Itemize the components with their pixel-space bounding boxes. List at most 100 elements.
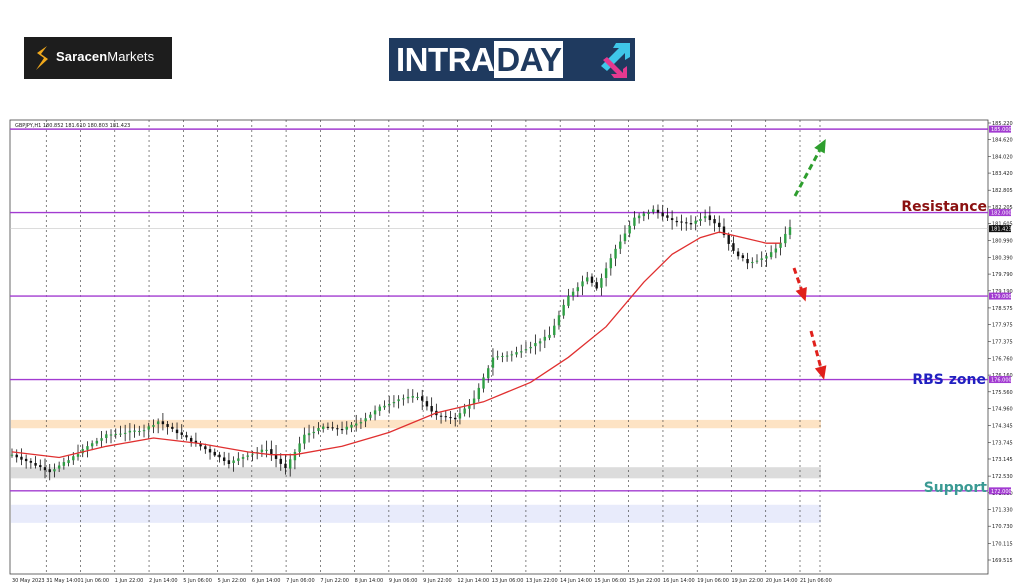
level-tag bbox=[989, 209, 1011, 217]
candle-body bbox=[454, 417, 457, 420]
y-tick-label: 171.330 bbox=[992, 507, 1013, 513]
candle-body bbox=[562, 304, 565, 316]
candle-body bbox=[208, 449, 212, 453]
candle-body bbox=[161, 421, 165, 425]
y-tick-label: 185.220 bbox=[992, 121, 1013, 127]
level-tag-label: 185.000 bbox=[991, 127, 1012, 133]
candle-body bbox=[355, 423, 358, 426]
x-tick-label: 16 Jun 14:00 bbox=[663, 578, 695, 584]
zone-band bbox=[11, 467, 821, 479]
candle-body bbox=[95, 440, 99, 444]
candle-body bbox=[689, 223, 693, 225]
candle-body bbox=[62, 462, 66, 466]
y-tick-label: 182.205 bbox=[992, 205, 1013, 211]
candle-body bbox=[204, 446, 207, 450]
candle-body bbox=[727, 234, 730, 244]
candle-body bbox=[293, 452, 297, 461]
bullish-arrow-head bbox=[814, 138, 826, 154]
candle-body bbox=[29, 460, 33, 463]
level-tag-label: 176.000 bbox=[991, 378, 1012, 384]
candle-body bbox=[34, 463, 37, 466]
candle-body bbox=[708, 215, 712, 221]
candle-body bbox=[284, 463, 287, 469]
candle-body bbox=[185, 435, 188, 438]
x-tick-label: 2 Jun 14:00 bbox=[149, 578, 178, 584]
candle-body bbox=[449, 417, 452, 419]
saracen-s-icon bbox=[36, 46, 48, 70]
y-tick-label: 176.760 bbox=[992, 356, 1013, 362]
candle-body bbox=[24, 458, 28, 462]
candle-body bbox=[345, 426, 348, 430]
x-tick-label: 5 Jun 22:00 bbox=[218, 578, 247, 584]
candle-body bbox=[326, 426, 330, 428]
y-tick-label: 184.020 bbox=[992, 154, 1013, 160]
x-tick-label: 7 Jun 22:00 bbox=[320, 578, 349, 584]
candle-body bbox=[128, 430, 132, 433]
candle-body bbox=[123, 432, 127, 434]
candle-body bbox=[90, 443, 94, 447]
resistance-label: Resistance bbox=[901, 199, 987, 215]
candle-body bbox=[350, 424, 353, 428]
candle-body bbox=[699, 218, 702, 221]
x-tick-label: 8 Jun 14:00 bbox=[355, 578, 384, 584]
candle-body bbox=[524, 349, 528, 351]
candle-body bbox=[571, 291, 575, 297]
candle-body bbox=[237, 458, 240, 461]
level-tag bbox=[989, 487, 1011, 495]
y-tick-label: 173.745 bbox=[992, 440, 1013, 446]
candle-body bbox=[595, 282, 598, 289]
x-tick-label: 6 Jun 14:00 bbox=[252, 578, 281, 584]
candle-body bbox=[138, 431, 141, 433]
candle-body bbox=[567, 295, 570, 306]
candle-body bbox=[364, 418, 367, 422]
x-tick-label: 30 May 2023 bbox=[12, 578, 45, 584]
saracen-logo-text: SaracenMarkets bbox=[56, 49, 155, 64]
y-tick-label: 180.990 bbox=[992, 239, 1013, 245]
candle-body bbox=[491, 357, 495, 368]
candle-body bbox=[548, 334, 551, 338]
candle-body bbox=[590, 276, 594, 283]
candle-body bbox=[152, 425, 155, 427]
candle-body bbox=[515, 352, 518, 355]
plot-frame bbox=[9, 119, 989, 575]
x-tick-label: 20 Jun 14:00 bbox=[766, 578, 798, 584]
level-tag bbox=[989, 292, 1011, 300]
x-tick-label: 5 Jun 06:00 bbox=[183, 578, 212, 584]
level-tag bbox=[989, 376, 1011, 384]
candle-body bbox=[703, 216, 707, 219]
candle-body bbox=[67, 460, 70, 464]
rbs-zone-label: RBS zone bbox=[912, 372, 986, 388]
candle-body bbox=[642, 213, 646, 217]
candle-body bbox=[322, 426, 325, 429]
intraday-logo: INTRADAY bbox=[389, 38, 635, 81]
x-tick-label: 9 Jun 22:00 bbox=[423, 578, 452, 584]
candle-body bbox=[10, 454, 14, 456]
candle-body bbox=[222, 457, 226, 462]
candle-body bbox=[713, 219, 716, 224]
candle-body bbox=[472, 398, 476, 404]
y-tick-label: 184.620 bbox=[992, 138, 1013, 144]
moving-average-line bbox=[11, 231, 781, 459]
candle-body bbox=[331, 427, 334, 429]
candle-body bbox=[520, 351, 523, 353]
candle-body bbox=[109, 434, 113, 436]
candle-body bbox=[557, 315, 561, 326]
candle-body bbox=[317, 427, 320, 432]
current-price-tag bbox=[989, 225, 1011, 233]
candle-body bbox=[482, 377, 485, 389]
candle-body bbox=[265, 449, 268, 451]
y-tick-label: 172.530 bbox=[992, 474, 1013, 480]
updown-arrows-icon bbox=[601, 43, 630, 78]
candle-body bbox=[48, 469, 51, 473]
candle-body bbox=[769, 252, 773, 258]
intraday-wordmark: INTRADAY bbox=[396, 41, 564, 78]
zone-band bbox=[11, 504, 821, 523]
x-tick-label: 21 Jun 06:00 bbox=[800, 578, 832, 584]
x-tick-label: 9 Jun 06:00 bbox=[389, 578, 418, 584]
candle-body bbox=[732, 243, 735, 251]
candle-body bbox=[510, 354, 514, 356]
candle-body bbox=[633, 217, 636, 226]
candle-body bbox=[458, 413, 462, 419]
candle-body bbox=[487, 368, 490, 379]
